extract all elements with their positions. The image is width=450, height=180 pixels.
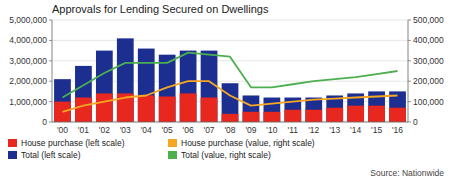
- bar: [201, 98, 218, 122]
- tick-label: '16: [392, 125, 403, 135]
- tick-label: '08: [224, 125, 235, 135]
- tick: [49, 101, 52, 102]
- tick-label: 0: [413, 117, 418, 127]
- bar: [222, 83, 239, 122]
- bar: [243, 112, 260, 122]
- tick-label: '04: [141, 125, 152, 135]
- legend-label: House purchase (left scale): [21, 138, 125, 148]
- tick-label: '09: [245, 125, 256, 135]
- tick-label: 300,000: [413, 56, 444, 66]
- bar: [117, 38, 134, 122]
- tick-label: 3,000,000: [9, 56, 47, 66]
- tick-label: '01: [78, 125, 89, 135]
- bar: [180, 51, 197, 122]
- bar: [264, 112, 281, 122]
- bar: [347, 106, 364, 122]
- tick: [408, 101, 411, 102]
- tick-label: 1,000,000: [9, 97, 47, 107]
- bar: [284, 110, 301, 122]
- tick-label: 200,000: [413, 76, 444, 86]
- legend-swatch: [168, 151, 177, 159]
- tick-label: 5,000,000: [9, 15, 47, 25]
- bar: [222, 114, 239, 122]
- plot-area: [54, 38, 406, 122]
- tick: [49, 60, 52, 61]
- bar: [159, 97, 176, 123]
- tick-label: 500,000: [413, 15, 444, 25]
- legend: House purchase (left scale) Total (left s…: [8, 138, 315, 160]
- bar: [54, 79, 71, 122]
- legend-label: Total (value, right scale): [181, 150, 271, 160]
- tick-label: '13: [329, 125, 340, 135]
- grid-line: [52, 20, 408, 21]
- grid-line: [52, 40, 408, 41]
- tick: [408, 81, 411, 82]
- tick-label: '07: [204, 125, 215, 135]
- y2-axis: [408, 20, 409, 122]
- tick-label: '10: [266, 125, 277, 135]
- bar: [96, 93, 113, 122]
- bar: [389, 108, 406, 122]
- tick: [408, 40, 411, 41]
- bar: [201, 51, 218, 122]
- tick: [49, 122, 52, 123]
- tick-label: '12: [308, 125, 319, 135]
- legend-swatch: [168, 139, 177, 147]
- tick-label: '14: [350, 125, 361, 135]
- bar: [138, 95, 155, 122]
- bar: [305, 98, 322, 122]
- legend-swatch: [8, 139, 17, 147]
- tick: [408, 60, 411, 61]
- tick-label: '02: [99, 125, 110, 135]
- tick-label: 400,000: [413, 35, 444, 45]
- tick: [49, 40, 52, 41]
- annotation: Source: Nationwide: [370, 168, 444, 178]
- y-axis: [52, 20, 53, 122]
- tick: [408, 20, 411, 21]
- bar: [264, 98, 281, 122]
- tick-label: '15: [371, 125, 382, 135]
- legend-label: Total (left scale): [21, 150, 81, 160]
- tick-label: 0: [42, 117, 47, 127]
- tick-label: 2,000,000: [9, 76, 47, 86]
- tick-label: '06: [183, 125, 194, 135]
- bar: [305, 110, 322, 122]
- bar: [75, 66, 92, 122]
- bar: [180, 93, 197, 122]
- title: Approvals for Lending Secured on Dwellin…: [52, 3, 269, 15]
- x-axis: [52, 122, 408, 123]
- bar: [75, 98, 92, 122]
- bar: [368, 106, 385, 122]
- tick: [408, 122, 411, 123]
- tick-label: 100,000: [413, 97, 444, 107]
- bar: [243, 95, 260, 122]
- legend-swatch: [8, 151, 17, 159]
- tick-label: '03: [120, 125, 131, 135]
- legend-label: House purchase (value, right scale): [181, 138, 315, 148]
- tick-label: 4,000,000: [9, 35, 47, 45]
- chart: Approvals for Lending Secured on Dwellin…: [0, 0, 450, 180]
- tick-label: '11: [288, 125, 299, 135]
- tick-label: '05: [162, 125, 173, 135]
- line: [62, 53, 397, 98]
- line: [62, 81, 397, 112]
- tick: [49, 20, 52, 21]
- bar-series: [54, 38, 406, 122]
- bar: [138, 49, 155, 122]
- bar: [159, 55, 176, 122]
- bar: [326, 108, 343, 122]
- grid: [52, 20, 408, 122]
- tick: [49, 81, 52, 82]
- bar: [96, 51, 113, 122]
- grid-line: [52, 122, 408, 123]
- tick-label: '00: [57, 125, 68, 135]
